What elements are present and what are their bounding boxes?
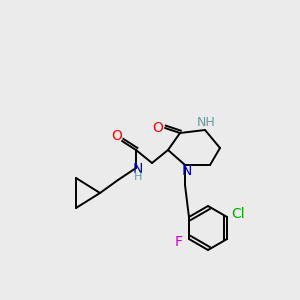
- Text: F: F: [175, 235, 183, 249]
- Text: O: O: [153, 121, 164, 135]
- Text: H: H: [134, 172, 142, 182]
- Text: O: O: [112, 129, 122, 143]
- Text: N: N: [133, 162, 143, 176]
- Text: Cl: Cl: [231, 207, 245, 221]
- Text: N: N: [182, 164, 192, 178]
- Text: NH: NH: [196, 116, 215, 128]
